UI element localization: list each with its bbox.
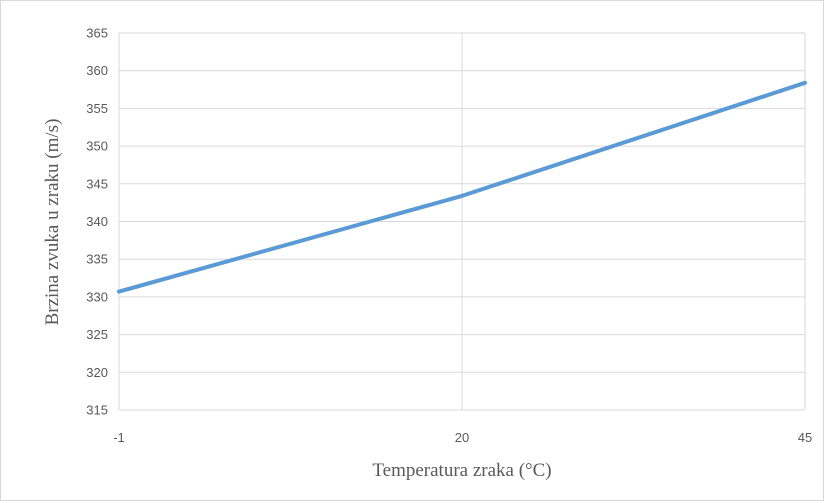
y-tick-label: 325 xyxy=(86,327,108,342)
grid-lines xyxy=(118,32,806,411)
y-tick-label: 350 xyxy=(86,139,108,154)
y-tick-label: 335 xyxy=(86,252,108,267)
y-tick-label: 365 xyxy=(86,26,108,41)
y-tick-label: 345 xyxy=(86,176,108,191)
x-tick-label: 20 xyxy=(455,430,469,445)
y-axis-ticks: 315 320 325 330 335 340 345 350 355 360 365 xyxy=(86,26,108,418)
series-layer xyxy=(117,80,807,294)
y-tick-label: 330 xyxy=(86,289,108,304)
series-line xyxy=(117,80,807,294)
y-tick-label: 315 xyxy=(86,403,108,418)
y-tick-label: 320 xyxy=(86,365,108,380)
y-tick-label: 355 xyxy=(86,101,108,116)
x-tick-label: -1 xyxy=(113,430,125,445)
x-axis-title: Temperatura zraka (°C) xyxy=(372,460,551,481)
y-tick-label: 340 xyxy=(86,214,108,229)
y-tick-label: 360 xyxy=(86,63,108,78)
x-tick-label: 45 xyxy=(798,430,812,445)
x-axis-ticks: -1 20 45 xyxy=(113,430,812,445)
y-axis-title: Brzina zvuka u zraku (m/s) xyxy=(42,119,63,326)
